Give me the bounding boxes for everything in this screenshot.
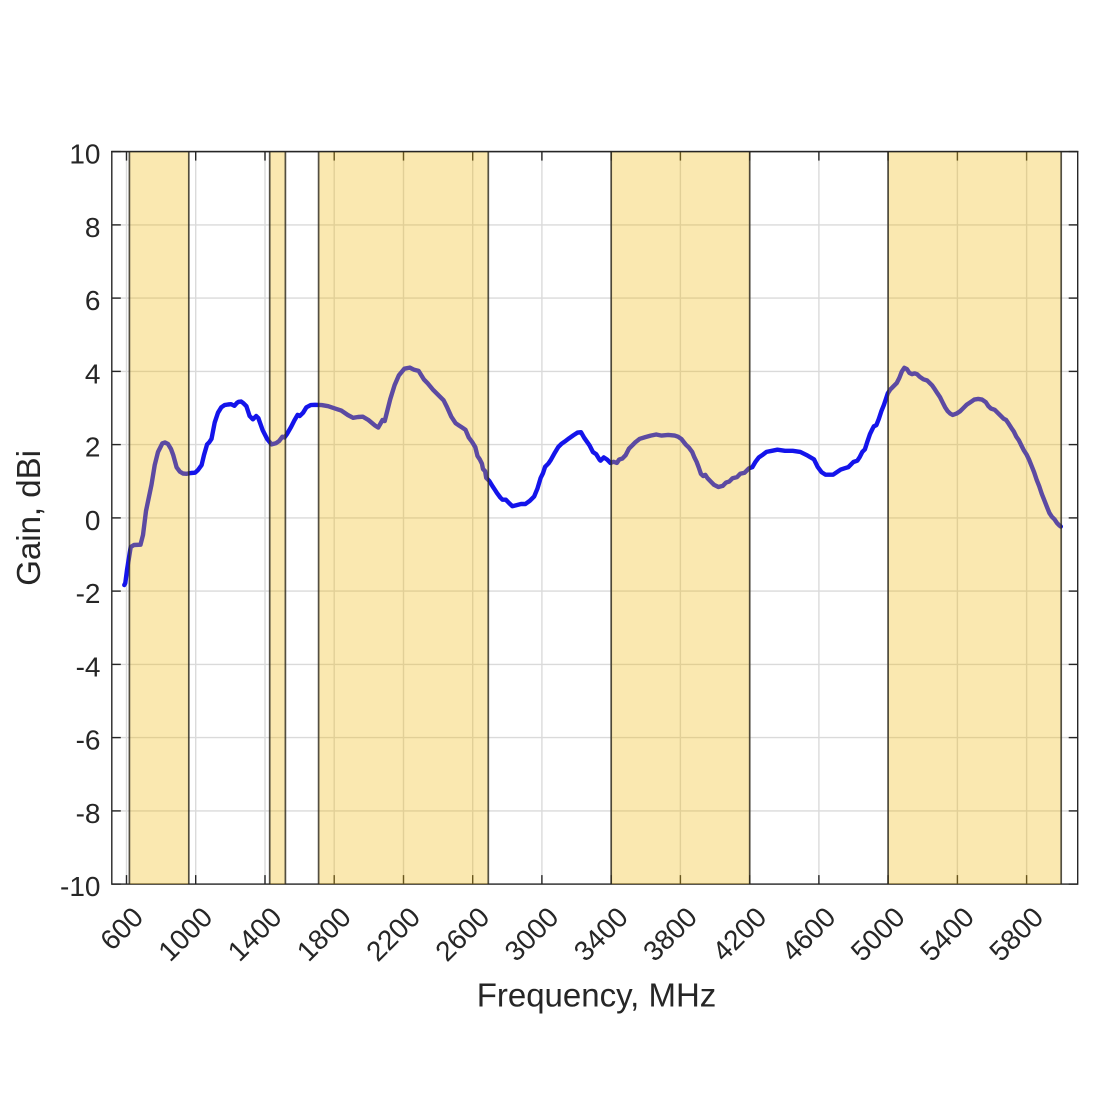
svg-text:4: 4 bbox=[85, 358, 101, 389]
svg-text:6: 6 bbox=[85, 285, 101, 316]
svg-text:Frequency, MHz: Frequency, MHz bbox=[477, 977, 717, 1014]
svg-text:-8: -8 bbox=[76, 798, 101, 829]
svg-text:-6: -6 bbox=[76, 725, 101, 756]
svg-text:-10: -10 bbox=[60, 871, 100, 902]
svg-text:10: 10 bbox=[69, 139, 100, 170]
svg-text:Gain, dBi: Gain, dBi bbox=[10, 450, 47, 586]
svg-text:8: 8 bbox=[85, 212, 101, 243]
svg-text:2: 2 bbox=[85, 432, 101, 463]
svg-text:-2: -2 bbox=[76, 578, 101, 609]
svg-text:0: 0 bbox=[85, 505, 101, 536]
svg-text:-4: -4 bbox=[76, 651, 101, 682]
